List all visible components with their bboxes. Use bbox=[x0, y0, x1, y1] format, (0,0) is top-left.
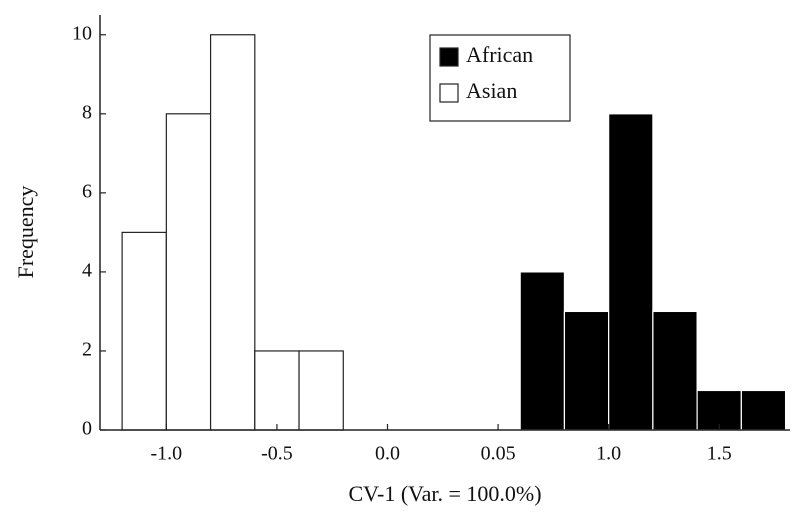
bar bbox=[298, 350, 344, 431]
x-tick-label: -0.5 bbox=[261, 443, 293, 465]
bar bbox=[254, 350, 300, 431]
y-tick-label: 6 bbox=[82, 180, 92, 202]
y-tick-label: 0 bbox=[82, 418, 92, 440]
y-tick-label: 8 bbox=[82, 101, 92, 123]
x-tick-label: 1.5 bbox=[707, 443, 732, 465]
bar bbox=[209, 34, 256, 431]
x-tick-label: -1.0 bbox=[151, 443, 183, 465]
x-tick-label: 0.0 bbox=[375, 443, 400, 465]
x-axis-label: CV-1 (Var. = 100.0%) bbox=[348, 481, 541, 506]
legend-label: Asian bbox=[466, 78, 517, 103]
y-tick-label: 4 bbox=[82, 259, 92, 281]
x-tick-label: 1.0 bbox=[596, 443, 621, 465]
y-tick-label: 2 bbox=[82, 339, 92, 361]
y-axis-label: Frequency bbox=[13, 186, 38, 279]
x-tick-label: 0.05 bbox=[481, 443, 516, 465]
bar bbox=[652, 310, 698, 431]
bar bbox=[165, 113, 212, 431]
bar bbox=[608, 113, 654, 431]
bar bbox=[563, 310, 610, 431]
bar bbox=[740, 389, 787, 431]
bar bbox=[696, 389, 742, 431]
y-tick-label: 10 bbox=[72, 22, 92, 44]
legend-label: African bbox=[466, 42, 533, 67]
bar bbox=[519, 271, 566, 431]
legend-swatch bbox=[439, 83, 459, 103]
legend-box bbox=[429, 34, 571, 122]
legend-swatch bbox=[439, 47, 459, 67]
bar bbox=[121, 231, 167, 431]
